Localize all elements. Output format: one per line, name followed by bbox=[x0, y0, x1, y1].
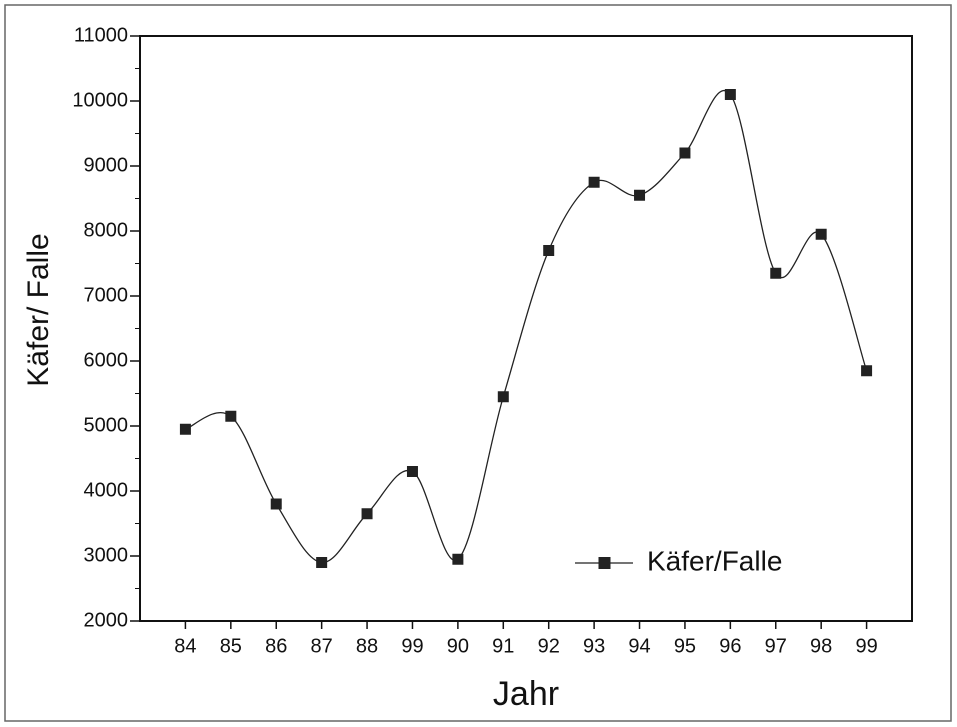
y-tick-label: 6000 bbox=[84, 349, 129, 371]
y-tick-label: 2000 bbox=[84, 609, 129, 631]
plot-frame bbox=[139, 35, 913, 622]
marker bbox=[406, 466, 418, 477]
x-tick-label: 99 bbox=[401, 635, 423, 657]
legend-label: Käfer/Falle bbox=[647, 545, 782, 576]
x-tick-label: 87 bbox=[311, 635, 333, 657]
x-tick-label: 96 bbox=[719, 635, 741, 657]
y-tick-label: 7000 bbox=[84, 284, 129, 306]
marker bbox=[815, 228, 827, 240]
x-tick-label: 98 bbox=[810, 635, 832, 657]
marker bbox=[225, 410, 237, 422]
marker bbox=[497, 391, 509, 403]
x-tick-label: 92 bbox=[538, 635, 560, 657]
y-tick-label: 9000 bbox=[84, 154, 129, 176]
y-axis-label: Käfer/ Falle bbox=[22, 233, 55, 386]
marker bbox=[634, 189, 646, 201]
y-tick-label: 5000 bbox=[84, 414, 129, 436]
marker bbox=[452, 553, 464, 565]
marker bbox=[361, 508, 373, 520]
marker bbox=[543, 245, 555, 256]
x-tick-label: 99 bbox=[855, 635, 877, 657]
x-tick-label: 91 bbox=[492, 635, 514, 657]
marker bbox=[861, 365, 873, 377]
y-tick-label: 4000 bbox=[84, 479, 129, 501]
marker bbox=[770, 267, 782, 279]
x-tick-label: 84 bbox=[174, 635, 196, 657]
marker bbox=[316, 557, 328, 568]
outer-frame bbox=[4, 4, 952, 722]
y-tick-label: 10000 bbox=[72, 89, 128, 111]
x-tick-label: 93 bbox=[583, 635, 605, 657]
x-tick-label: 94 bbox=[628, 635, 650, 657]
x-tick-label: 85 bbox=[220, 635, 242, 657]
x-tick-label: 86 bbox=[265, 635, 287, 657]
x-tick-label: 95 bbox=[674, 635, 696, 657]
x-axis-label: Jahr bbox=[493, 675, 559, 713]
y-tick-label: 11000 bbox=[74, 24, 128, 46]
line bbox=[185, 90, 868, 564]
y-tick-label: 8000 bbox=[84, 219, 129, 241]
marker bbox=[588, 176, 600, 188]
marker bbox=[179, 423, 191, 435]
x-tick-label: 90 bbox=[447, 635, 469, 657]
x-tick-label: 97 bbox=[765, 635, 787, 657]
legend-marker bbox=[598, 557, 611, 569]
marker bbox=[679, 147, 691, 159]
y-tick-label: 3000 bbox=[84, 544, 129, 566]
marker bbox=[724, 89, 736, 100]
marker bbox=[270, 498, 282, 510]
x-tick-label: 88 bbox=[356, 635, 378, 657]
